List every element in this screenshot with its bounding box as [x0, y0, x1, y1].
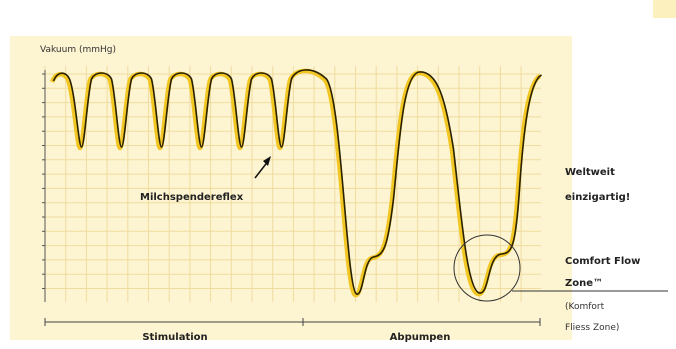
zone-title: Comfort Flow	[565, 256, 640, 267]
zone-subtitle: (Komfort	[565, 302, 605, 312]
vacuum-curve	[49, 68, 542, 298]
zone-title: Zone™	[565, 278, 603, 289]
y-ticks	[42, 73, 45, 289]
zone-circle	[453, 234, 521, 302]
annotation: Milchspendereflex	[140, 192, 244, 203]
zone-subtitle: Fliess Zone)	[565, 323, 619, 333]
phase-label: Stimulation	[142, 332, 207, 343]
arrow-head	[263, 156, 271, 166]
y-axis-label: Vakuum (mmHg)	[40, 45, 116, 55]
vacuum-curve-outline	[52, 69, 542, 295]
side-note: einzigartig!	[565, 192, 630, 203]
corner-patch	[653, 0, 676, 18]
phase-bracket	[44, 318, 541, 326]
phase-label: Abpumpen	[390, 332, 451, 343]
side-note: Weltweit	[565, 167, 615, 178]
